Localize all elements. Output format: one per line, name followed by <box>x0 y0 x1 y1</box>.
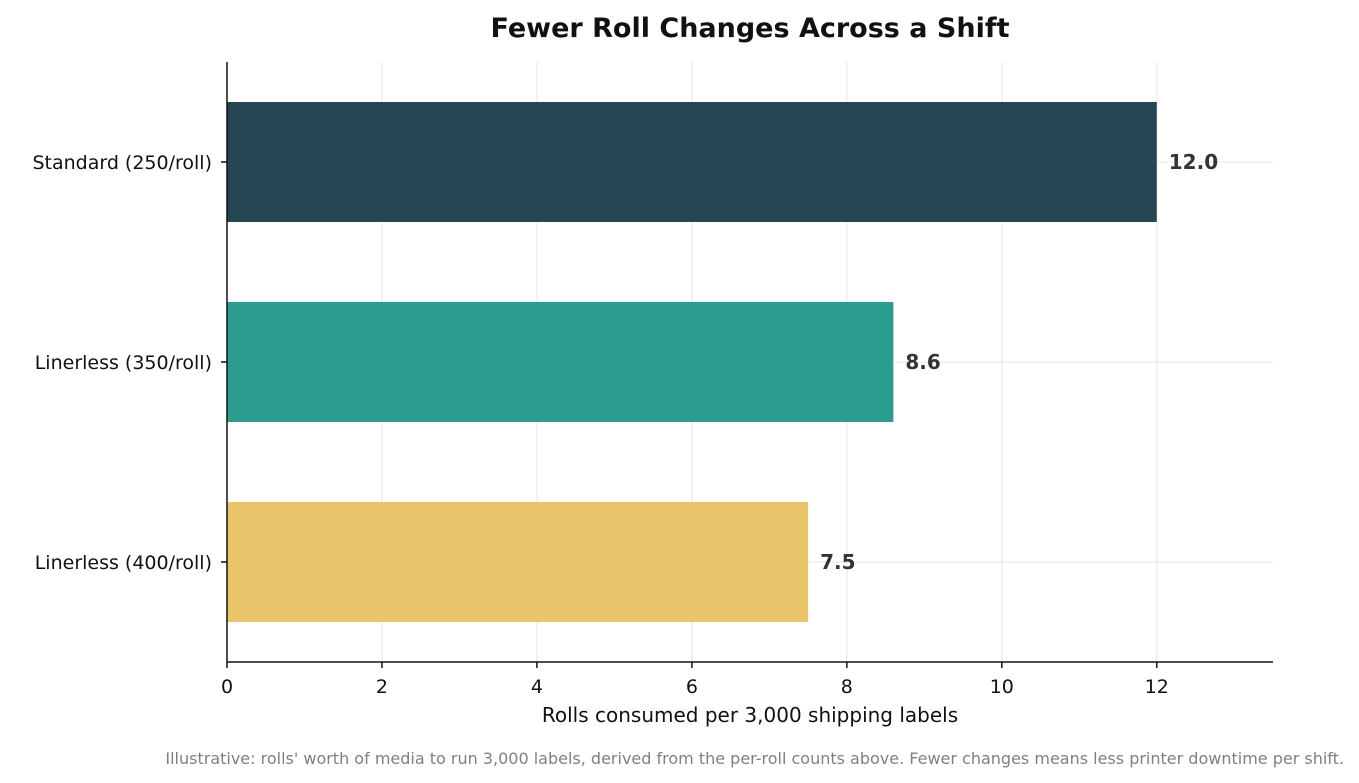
y-tick-label: Standard (250/roll) <box>32 152 212 174</box>
y-tick-label: Linerless (400/roll) <box>35 552 212 574</box>
x-tick-label: 6 <box>686 676 698 698</box>
bars: 12.0 8.6 7.5 <box>227 102 1218 622</box>
bar <box>227 302 894 422</box>
x-tick-label: 4 <box>531 676 543 698</box>
value-label: 8.6 <box>905 350 940 374</box>
axes: Standard (250/roll) Linerless (350/roll) L… <box>32 62 1273 698</box>
bar <box>227 502 809 622</box>
chart-title: Fewer Roll Changes Across a Shift <box>491 13 1010 44</box>
footnote: Illustrative: rolls' worth of media to r… <box>165 749 1344 768</box>
y-tick-label: Linerless (350/roll) <box>35 352 212 374</box>
x-tick-label: 10 <box>990 676 1014 698</box>
x-tick-label: 0 <box>221 676 233 698</box>
value-label: 12.0 <box>1169 150 1218 174</box>
value-label: 7.5 <box>820 550 855 574</box>
x-tick-label: 12 <box>1145 676 1169 698</box>
bar <box>227 102 1157 222</box>
x-tick-label: 2 <box>376 676 388 698</box>
x-tick-label: 8 <box>841 676 853 698</box>
x-axis-label: Rolls consumed per 3,000 shipping labels <box>542 703 958 727</box>
